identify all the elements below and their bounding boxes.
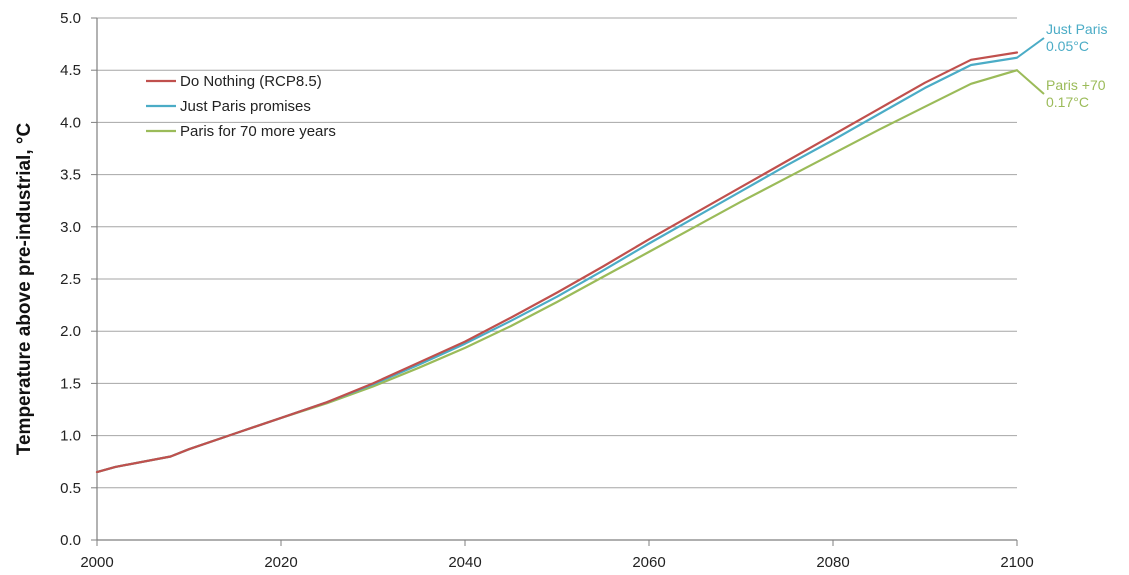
series-line-1	[95, 51, 1019, 474]
series-line-2	[95, 56, 1019, 474]
y-tick-label: 0.5	[60, 480, 81, 497]
y-tick-label: 1.5	[60, 375, 81, 392]
y-tick-label: 4.0	[60, 114, 81, 131]
y-tick-label: 1.0	[60, 428, 81, 445]
series-layer	[95, 51, 1019, 474]
legend-label: Paris for 70 more years	[180, 123, 336, 140]
annotation-text: Paris +70	[1046, 77, 1106, 93]
y-tick-label: 2.5	[60, 271, 81, 288]
y-tick-label: 5.0	[60, 10, 81, 27]
x-tick-label: 2040	[448, 554, 481, 571]
legend-label: Just Paris promises	[180, 98, 311, 115]
annotation-text: 0.17°C	[1046, 94, 1089, 110]
y-axis-title: Temperature above pre-industrial, °C	[14, 123, 35, 456]
y-tick-label: 3.0	[60, 219, 81, 236]
x-tick-label: 2020	[264, 554, 297, 571]
y-tick-label: 2.0	[60, 323, 81, 340]
annotation-text: Just Paris	[1046, 21, 1107, 37]
annotation-leader-line	[1016, 37, 1045, 59]
x-tick-label: 2060	[632, 554, 665, 571]
axis-layer: 0.0 0.5 1.0 1.5 2.0 2.5 3.0 3.5 4.0 4.5 5.0 2000 202…	[60, 10, 1034, 571]
legend-label: Do Nothing (RCP8.5)	[180, 73, 322, 90]
x-tick-label: 2080	[816, 554, 849, 571]
y-tick-label: 4.5	[60, 62, 81, 79]
annotation-text: 0.05°C	[1046, 38, 1089, 54]
y-tick-label: 3.5	[60, 167, 81, 184]
x-tick-label: 2000	[80, 554, 113, 571]
x-tick-label: 2100	[1000, 554, 1033, 571]
legend: Do Nothing (RCP8.5) Just Paris promises Pa…	[146, 73, 336, 140]
annotation-leader-line	[1016, 69, 1045, 95]
y-tick-label: 0.0	[60, 532, 81, 549]
grid-layer	[97, 17, 1017, 489]
